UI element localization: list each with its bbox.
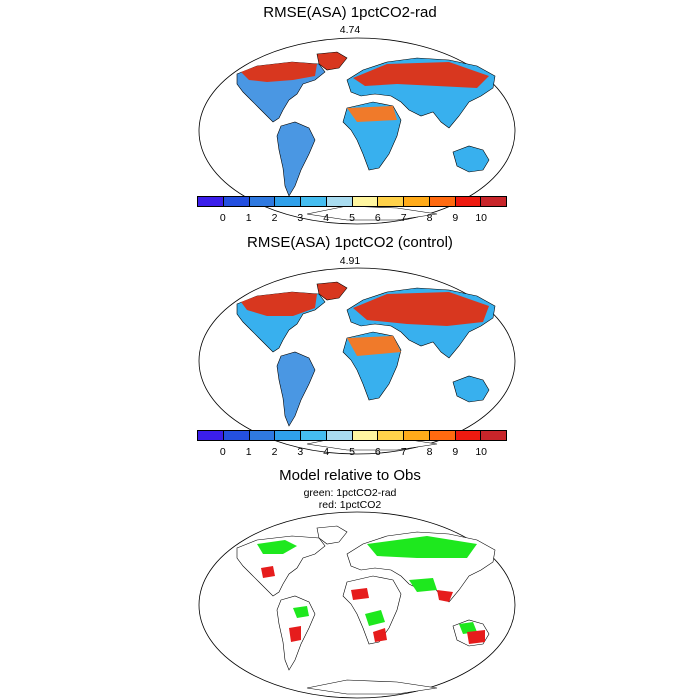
colorbar-tick-label: 4 — [323, 446, 330, 458]
colorbar-swatch — [404, 431, 430, 440]
colorbar-tick-label: 3 — [297, 446, 304, 458]
panel3-legend-red: red: 1pctCO2 — [318, 499, 382, 511]
colorbar-swatch — [455, 197, 482, 206]
colorbar-swatch — [352, 197, 379, 206]
panel3-map — [198, 511, 516, 699]
panel3-title: Model relative to Obs — [279, 467, 421, 484]
continent-australia — [452, 375, 490, 403]
panel1-colorbar — [197, 196, 507, 207]
colorbar-tick-label: 0 — [219, 446, 226, 458]
colorbar-swatch — [198, 431, 224, 440]
colorbar-swatch — [301, 197, 327, 206]
continent-greenland — [316, 281, 348, 301]
colorbar-tick-label: 2 — [271, 212, 278, 224]
colorbar-swatch — [429, 431, 456, 440]
colorbar-swatch — [378, 197, 404, 206]
comparison-region — [373, 628, 387, 642]
panel2-map — [198, 267, 516, 455]
colorbar-swatch — [481, 197, 506, 206]
colorbar-tick-label: 10 — [475, 446, 487, 458]
colorbar-swatch — [249, 197, 276, 206]
rmse-high-region — [241, 292, 317, 316]
colorbar-swatch — [352, 431, 379, 440]
comparison-region — [367, 536, 477, 558]
comparison-region — [293, 606, 309, 618]
colorbar-swatch — [223, 431, 250, 440]
colorbar-swatch — [223, 197, 250, 206]
panel1-global-rmse: 4.74 — [339, 24, 361, 36]
colorbar-swatch — [404, 197, 430, 206]
colorbar-tick-label: 5 — [349, 446, 355, 458]
panel1-colorbar-ticks: 0 1 2 3 4 5 6 7 8 9 10 — [197, 212, 507, 226]
colorbar-tick-label: 9 — [452, 446, 459, 458]
colorbar-tick-label: 6 — [374, 446, 381, 458]
colorbar-tick-label: 2 — [271, 446, 278, 458]
rmse-high-region — [241, 62, 317, 82]
comparison-region — [459, 622, 477, 634]
comparison-region — [261, 566, 275, 578]
continent-australia — [452, 145, 490, 173]
comparison-region — [409, 578, 437, 592]
colorbar-swatch — [301, 431, 327, 440]
colorbar-tick-label: 6 — [374, 212, 381, 224]
comparison-region — [437, 590, 453, 602]
rmse-high-region — [347, 336, 401, 356]
colorbar-tick-label: 10 — [475, 212, 487, 224]
comparison-region — [351, 588, 369, 600]
continent-greenland — [316, 51, 348, 71]
comparison-region — [467, 630, 485, 644]
colorbar-tick-label: 1 — [245, 446, 252, 458]
continent-antarctica — [306, 679, 438, 695]
colorbar-tick-label: 8 — [426, 212, 433, 224]
rmse-high-region — [347, 106, 397, 122]
comparison-region — [289, 626, 301, 642]
colorbar-swatch — [249, 431, 276, 440]
rmse-high-region — [353, 62, 489, 88]
panel1-map — [198, 37, 516, 225]
colorbar-tick-label: 7 — [400, 212, 407, 224]
rmse-high-region — [353, 292, 489, 326]
colorbar-tick-label: 0 — [219, 212, 226, 224]
panel2-colorbar-ticks: 0 1 2 3 4 5 6 7 8 9 10 — [197, 446, 507, 460]
colorbar-tick-label: 9 — [452, 212, 459, 224]
comparison-region — [257, 540, 297, 554]
colorbar-tick-label: 8 — [426, 446, 433, 458]
colorbar-swatch — [481, 431, 506, 440]
colorbar-swatch — [275, 431, 301, 440]
continent-namerica — [236, 535, 326, 597]
panel2-title: RMSE(ASA) 1pctCO2 (control) — [247, 234, 453, 251]
colorbar-swatch — [378, 431, 404, 440]
comparison-region — [365, 610, 385, 626]
panel2-colorbar — [197, 430, 507, 441]
panel2-global-rmse: 4.91 — [339, 255, 361, 267]
continent-samerica — [276, 351, 316, 427]
panel1-title: RMSE(ASA) 1pctCO2-rad — [263, 4, 437, 21]
colorbar-tick-label: 3 — [297, 212, 304, 224]
colorbar-tick-label: 4 — [323, 212, 330, 224]
colorbar-swatch — [198, 197, 224, 206]
colorbar-swatch — [429, 197, 456, 206]
colorbar-swatch — [326, 197, 353, 206]
colorbar-tick-label: 7 — [400, 446, 407, 458]
colorbar-swatch — [326, 431, 353, 440]
colorbar-swatch — [275, 197, 301, 206]
panel3-legend-green: green: 1pctCO2-rad — [303, 487, 397, 499]
colorbar-tick-label: 1 — [245, 212, 252, 224]
colorbar-swatch — [455, 431, 482, 440]
continent-greenland — [316, 525, 348, 545]
continent-samerica — [276, 121, 316, 197]
colorbar-tick-label: 5 — [349, 212, 355, 224]
